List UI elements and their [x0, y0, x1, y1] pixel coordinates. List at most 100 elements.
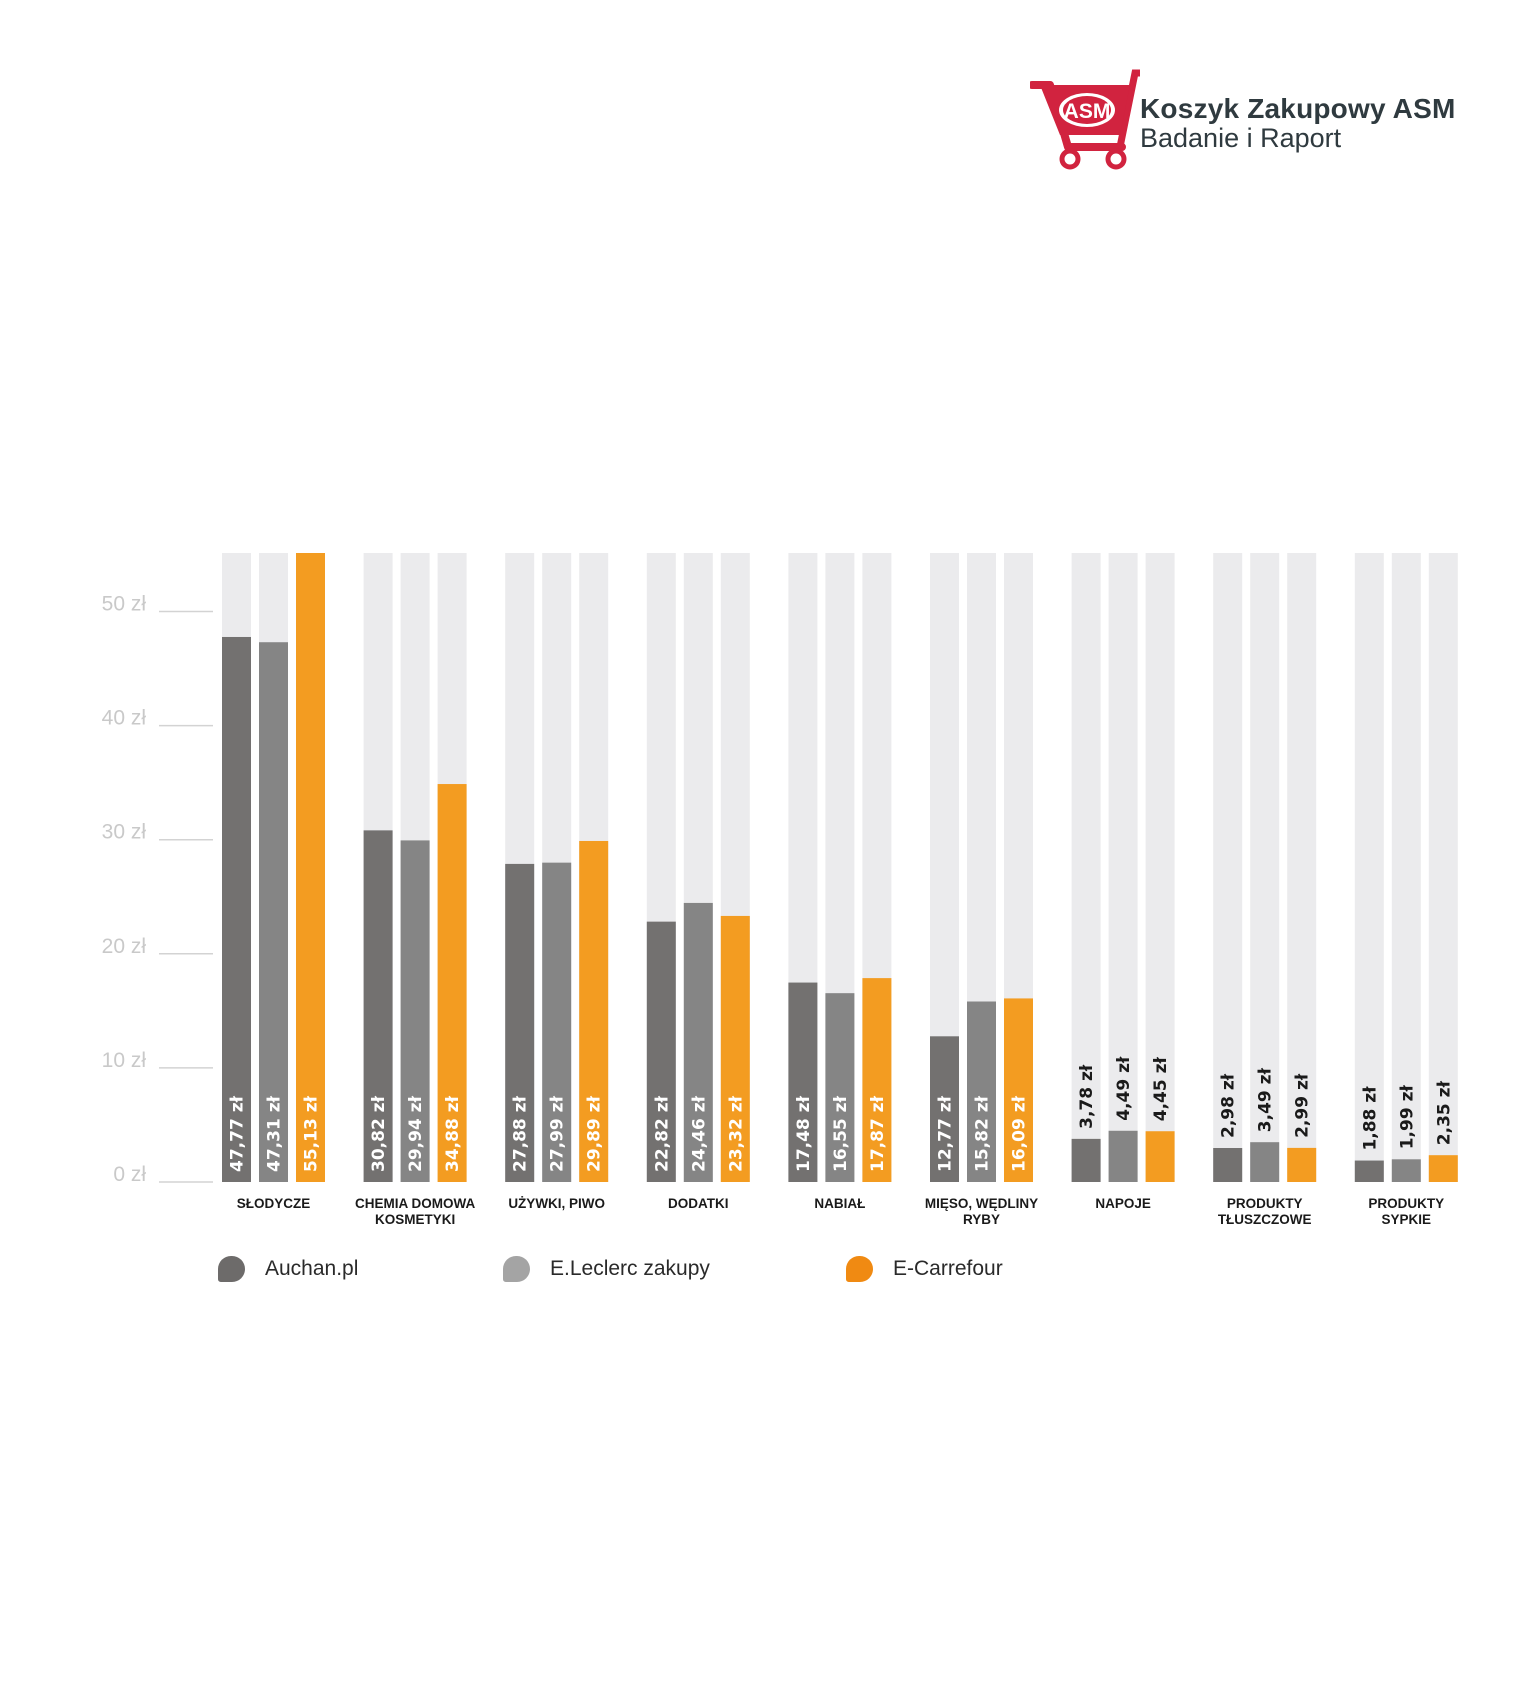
bar — [1108, 1130, 1138, 1182]
y-tick-label: 10 zł — [102, 1049, 147, 1072]
bar-track — [1108, 553, 1138, 1182]
bar-group: 27,88 zł 27,99 zł 29,89 zł — [505, 553, 609, 1182]
x-category-label: TŁUSZCZOWE — [1218, 1212, 1312, 1227]
x-category-label: KOSMETYKI — [375, 1212, 455, 1227]
bar — [930, 1036, 959, 1182]
bar-track — [1287, 553, 1317, 1182]
bar — [1391, 1159, 1421, 1182]
bar-track — [1354, 553, 1384, 1182]
data-label: 47,31 zł — [265, 1095, 285, 1172]
bar-group: 47,77 zł 47,31 zł 55,13 zł — [222, 553, 325, 1182]
bar — [579, 840, 609, 1182]
data-label: 2,35 zł — [1434, 1080, 1454, 1145]
x-category-label: UŻYWKI, PIWO — [508, 1196, 605, 1211]
bar — [1428, 1155, 1458, 1182]
bar-group: 30,82 zł 29,94 zł 34,88 zł — [363, 553, 467, 1182]
bar — [1213, 1148, 1243, 1182]
logo-text: ASM — [1064, 100, 1111, 123]
legend: Auchan.pl E.Leclerc zakupy E-Carrefour — [218, 1250, 1318, 1290]
bar — [683, 902, 713, 1182]
bar-group: 22,82 zł 24,46 zł 23,32 zł — [646, 553, 750, 1182]
bar-group: 3,78 zł 4,49 zł 4,45 zł — [1071, 553, 1175, 1182]
data-label: 3,78 zł — [1077, 1064, 1097, 1129]
bar-group: 12,77 zł 15,82 zł 16,09 zł — [930, 553, 1033, 1182]
bar — [788, 982, 818, 1182]
bar-group: 1,88 zł 1,99 zł 2,35 zł — [1354, 553, 1458, 1182]
data-label: 34,88 zł — [443, 1095, 463, 1172]
x-category-label: SŁODYCZE — [237, 1196, 311, 1211]
data-label: 15,82 zł — [973, 1095, 993, 1172]
bar — [222, 636, 251, 1182]
data-label: 1,88 zł — [1360, 1086, 1380, 1151]
data-label: 4,45 zł — [1151, 1056, 1171, 1121]
data-label: 16,55 zł — [831, 1095, 851, 1172]
bar — [437, 784, 467, 1182]
y-tick-label: 0 zł — [113, 1163, 146, 1186]
data-label: 27,99 zł — [548, 1095, 568, 1172]
x-category-label: SYPKIE — [1382, 1212, 1432, 1227]
data-label: 22,82 zł — [652, 1095, 672, 1172]
legend-label: E.Leclerc zakupy — [550, 1257, 710, 1280]
bar — [967, 1001, 996, 1182]
bar — [1354, 1160, 1384, 1182]
data-label: 4,49 zł — [1114, 1056, 1134, 1121]
bar-track — [1428, 553, 1458, 1182]
x-category-label: NABIAŁ — [814, 1196, 865, 1211]
shopping-cart-icon: ASM — [1028, 65, 1164, 170]
bar-group: 17,48 zł 16,55 zł 17,87 zł — [788, 553, 892, 1182]
data-label: 17,48 zł — [794, 1095, 814, 1172]
bar — [363, 830, 393, 1182]
bar-track — [1071, 553, 1101, 1182]
data-label: 29,89 zł — [585, 1095, 605, 1172]
x-category-label: PRODUKTY — [1368, 1196, 1444, 1211]
data-label: 24,46 zł — [689, 1095, 709, 1172]
bar — [505, 863, 535, 1182]
bar — [720, 915, 750, 1182]
bar-track — [1250, 553, 1280, 1182]
bar — [646, 921, 676, 1182]
bar-track — [1213, 553, 1243, 1182]
data-label: 2,98 zł — [1219, 1073, 1239, 1138]
data-label: 55,13 zł — [302, 1095, 322, 1172]
x-category-label: NAPOJE — [1095, 1196, 1151, 1211]
brand-title: Koszyk Zakupowy ASM — [1140, 93, 1456, 124]
bar — [542, 862, 572, 1182]
bar — [1004, 998, 1033, 1182]
bar — [825, 993, 855, 1182]
x-category-label: DODATKI — [668, 1196, 729, 1211]
y-axis: 0 zł 10 zł 20 zł 30 zł 40 zł 50 zł — [102, 593, 213, 1186]
legend-swatch-icon — [503, 1256, 530, 1282]
data-label: 3,49 zł — [1256, 1067, 1276, 1132]
bar — [259, 642, 288, 1182]
data-label: 2,99 zł — [1293, 1073, 1313, 1138]
bar — [862, 978, 892, 1182]
brand-logo: ASM Koszyk Zakupowy ASM Badanie i Raport — [1028, 55, 1460, 175]
x-category-label: MIĘSO, WĘDLINY — [925, 1196, 1038, 1211]
bar — [1250, 1142, 1280, 1182]
x-category-label: RYBY — [963, 1212, 1000, 1227]
bar — [1287, 1147, 1317, 1182]
bar-groups: 47,77 zł 47,31 zł 55,13 zł 30,82 zł 29,94 zł… — [222, 553, 1458, 1182]
brand-subtitle: Badanie i Raport — [1140, 123, 1342, 153]
bar — [1071, 1138, 1101, 1182]
data-label: 17,87 zł — [868, 1095, 888, 1172]
data-label: 27,88 zł — [511, 1095, 531, 1172]
data-label: 30,82 zł — [369, 1095, 389, 1172]
y-tick-label: 40 zł — [102, 707, 147, 730]
legend-label: E-Carrefour — [893, 1257, 1003, 1280]
legend-swatch-icon — [218, 1256, 245, 1282]
data-label: 16,09 zł — [1010, 1095, 1030, 1172]
x-category-label: CHEMIA DOMOWA — [355, 1196, 475, 1211]
x-category-label: PRODUKTY — [1227, 1196, 1303, 1211]
bar — [400, 840, 430, 1182]
bar-track — [1145, 553, 1175, 1182]
data-label: 23,32 zł — [726, 1095, 746, 1172]
legend-swatch-icon — [846, 1256, 873, 1282]
data-label: 12,77 zł — [936, 1095, 956, 1172]
bar-group: 2,98 zł 3,49 zł 2,99 zł — [1213, 553, 1317, 1182]
data-label: 29,94 zł — [406, 1095, 426, 1172]
y-tick-label: 50 zł — [102, 593, 147, 616]
bar-track — [1391, 553, 1421, 1182]
